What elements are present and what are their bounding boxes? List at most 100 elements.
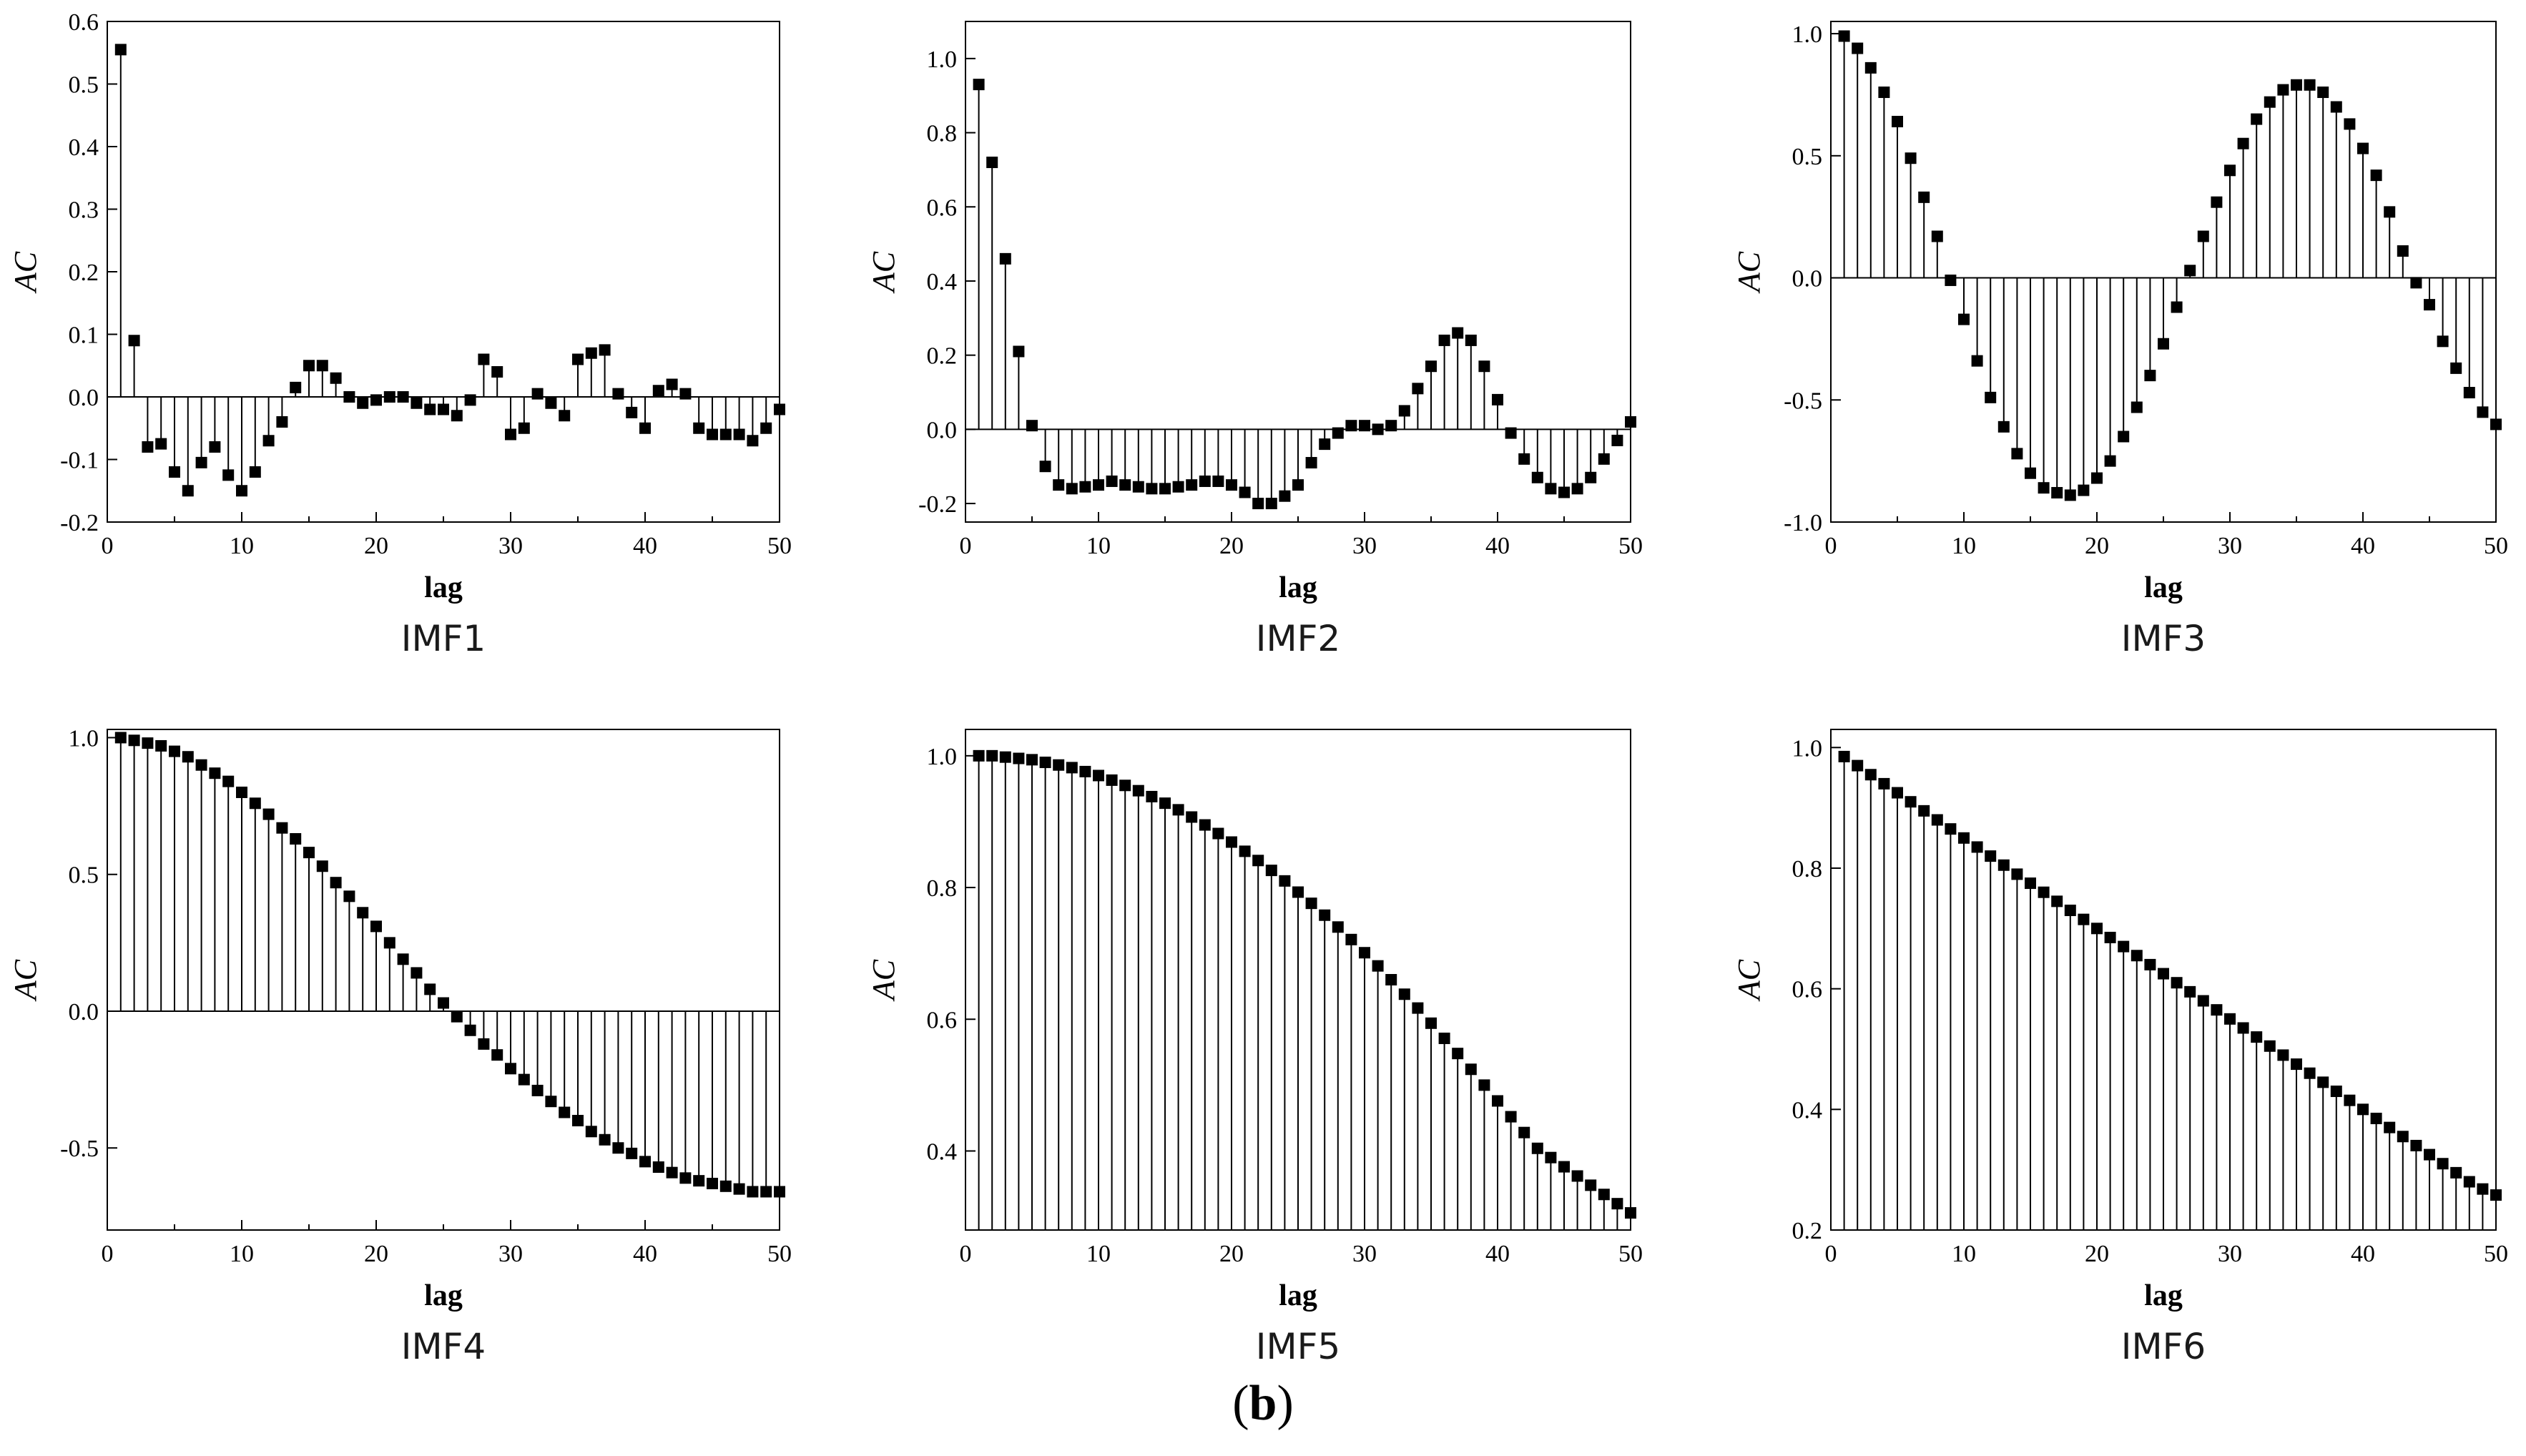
stem-marker — [169, 466, 180, 478]
stem-marker — [1478, 1079, 1490, 1091]
x-tick-label: 10 — [1952, 533, 1976, 559]
stem-marker — [2477, 1183, 2489, 1195]
stem-marker — [2131, 950, 2143, 962]
stem-marker — [518, 1073, 530, 1086]
stem-marker — [1026, 420, 1038, 432]
stem-marker — [290, 833, 302, 845]
stem-marker — [1611, 1198, 1623, 1210]
stem-marker — [1172, 481, 1184, 493]
x-tick-label: 0 — [1825, 1241, 1837, 1267]
stem-marker — [464, 1024, 476, 1036]
stem-marker — [1545, 483, 1557, 495]
stem-marker — [2237, 1022, 2249, 1034]
x-tick-label: 50 — [2484, 533, 2508, 559]
stem-marker — [1212, 827, 1224, 840]
stem-marker — [1558, 1161, 1570, 1173]
stem-marker — [1305, 897, 1317, 910]
stem-marker — [1438, 1032, 1450, 1044]
stem-marker — [1186, 479, 1198, 491]
stem-marker — [1106, 774, 1118, 786]
stem-marker — [290, 381, 302, 393]
stem-marker — [316, 360, 328, 372]
stem-marker — [1452, 1048, 1464, 1060]
stem-marker — [2197, 230, 2209, 242]
stem-marker — [195, 759, 207, 771]
stem-marker — [370, 920, 382, 933]
y-tick-label: 1.0 — [69, 725, 99, 752]
stem-marker — [652, 385, 664, 397]
stem-marker — [2131, 401, 2143, 413]
stem-marker — [2277, 1049, 2289, 1061]
y-axis-label: AC — [8, 959, 43, 1002]
x-tick-label: 10 — [1086, 1241, 1111, 1267]
stem-marker — [2304, 79, 2316, 91]
y-tick-label: 0.0 — [927, 417, 958, 443]
x-tick-label: 20 — [1219, 1241, 1244, 1267]
stem-marker — [774, 403, 785, 415]
stem-marker — [2064, 905, 2076, 917]
stem-marker — [357, 907, 369, 919]
y-tick-label: 0.5 — [1792, 144, 1823, 170]
stem-marker — [222, 775, 235, 787]
y-tick-label: 1.0 — [1792, 21, 1823, 48]
stem-marker — [1625, 1207, 1636, 1219]
x-tick-label: 0 — [960, 1241, 972, 1267]
x-tick-label: 0 — [102, 1241, 114, 1267]
y-tick-label: 0.4 — [1792, 1097, 1823, 1123]
stem-marker — [383, 391, 395, 403]
stem-marker — [666, 1166, 678, 1179]
stem-marker — [2437, 1158, 2449, 1170]
stem-marker — [491, 1049, 503, 1061]
y-tick-label: 0.5 — [69, 72, 99, 99]
stem-marker — [1239, 486, 1251, 498]
y-tick-label: 1.0 — [1792, 735, 1823, 762]
chart-panel-5: 0 10 20 30 40 50 0.4 0.6 0.8 1.0 lag AC IMF5 — [866, 729, 1643, 1367]
x-tick-label: 30 — [498, 533, 523, 559]
stem-marker — [491, 366, 503, 378]
stem-marker — [1372, 960, 1384, 972]
stem-marker — [1159, 797, 1171, 810]
stem-marker — [1958, 832, 1970, 844]
stem-marker — [1345, 933, 1357, 945]
stem-marker — [1558, 486, 1570, 498]
x-tick-label: 10 — [230, 1241, 254, 1267]
stem-marker — [1226, 836, 1237, 848]
y-tick-label: 1.0 — [927, 46, 958, 73]
stem-marker — [438, 997, 449, 1009]
stem-marker — [397, 391, 409, 403]
stem-marker — [209, 767, 221, 779]
x-tick-label: 50 — [1618, 533, 1643, 559]
y-tick-label: 0.4 — [69, 134, 99, 161]
stem-marker — [1039, 757, 1051, 769]
stem-marker — [2304, 1067, 2316, 1079]
stem-marker — [1985, 850, 1997, 862]
stem-marker — [1465, 334, 1477, 346]
plot-frame — [107, 729, 780, 1231]
x-tick-label: 10 — [230, 533, 254, 559]
x-tick-label: 40 — [633, 533, 657, 559]
x-axis-label: lag — [2144, 571, 2183, 604]
chart-panel-4: 0 10 20 30 40 50 -0.5 0.0 0.5 1.0 lag AC IMF4 — [8, 725, 792, 1367]
stem-marker — [478, 353, 490, 365]
y-tick-label: 0.6 — [927, 1007, 958, 1033]
stem-marker — [451, 410, 463, 422]
stem-marker — [760, 422, 772, 434]
y-tick-label: 0.0 — [69, 385, 99, 411]
stem-marker — [2211, 1004, 2223, 1016]
stem-marker — [182, 485, 194, 497]
x-tick-label: 40 — [2351, 533, 2375, 559]
stem-marker — [451, 1010, 463, 1023]
stem-marker — [1226, 479, 1237, 491]
stem-marker — [1265, 865, 1277, 877]
stem-marker — [1359, 420, 1370, 432]
stem-marker — [2450, 1166, 2462, 1179]
stem-marker — [666, 378, 678, 390]
y-axis-label: AC — [866, 251, 901, 294]
stem-marker — [128, 734, 140, 747]
y-tick-label: -1.0 — [1784, 510, 1822, 536]
stem-marker — [1053, 759, 1065, 771]
stem-marker — [1186, 811, 1198, 823]
y-tick-label: 0.8 — [927, 121, 958, 147]
stem-marker — [986, 157, 998, 169]
